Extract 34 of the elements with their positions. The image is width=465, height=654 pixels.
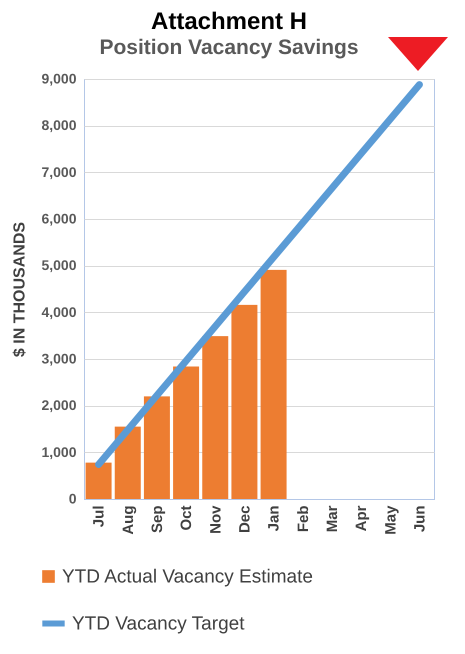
y-tick-label: 5,000 <box>41 257 77 274</box>
y-tick-label: 0 <box>68 490 77 506</box>
x-tick-label: Jul <box>90 506 108 528</box>
y-axis-title: $ IN THOUSANDS <box>11 222 28 358</box>
x-tick-label: Dec <box>236 506 254 534</box>
y-tick-label: 7,000 <box>41 164 77 180</box>
x-tick-label: Nov <box>207 504 224 534</box>
x-tick-label: May <box>382 504 400 535</box>
y-tick-label: 2,000 <box>41 397 77 414</box>
x-tick-label: Aug <box>120 506 137 535</box>
chart-title: Attachment H <box>150 8 308 35</box>
x-tick-label: Oct <box>178 506 196 531</box>
x-tick-label: Jan <box>266 506 283 532</box>
y-tick-label: 1,000 <box>41 444 77 460</box>
y-tick-label: 4,000 <box>41 304 77 320</box>
legend-label: YTD Actual Vacancy Estimate <box>62 566 313 588</box>
x-tick-label: Apr <box>353 505 370 532</box>
chart-subtitle: Position Vacancy Savings <box>99 36 359 59</box>
y-tick-label: 6,000 <box>41 210 77 226</box>
legend-label: YTD Vacancy Target <box>72 614 246 634</box>
bar <box>202 336 228 499</box>
x-tick-label: Jun <box>411 506 428 532</box>
x-tick-label: Feb <box>294 506 312 532</box>
y-tick-label: 9,000 <box>41 70 77 86</box>
bar <box>144 396 170 499</box>
bar <box>114 426 141 499</box>
bar <box>173 366 200 499</box>
x-tick-label: Sep <box>148 506 166 534</box>
bar <box>231 304 258 499</box>
bar <box>260 270 287 499</box>
bar <box>86 462 112 499</box>
y-tick-label: 8,000 <box>41 117 77 134</box>
y-tick-label: 3,000 <box>41 350 77 366</box>
x-tick-label: Mar <box>324 505 341 532</box>
